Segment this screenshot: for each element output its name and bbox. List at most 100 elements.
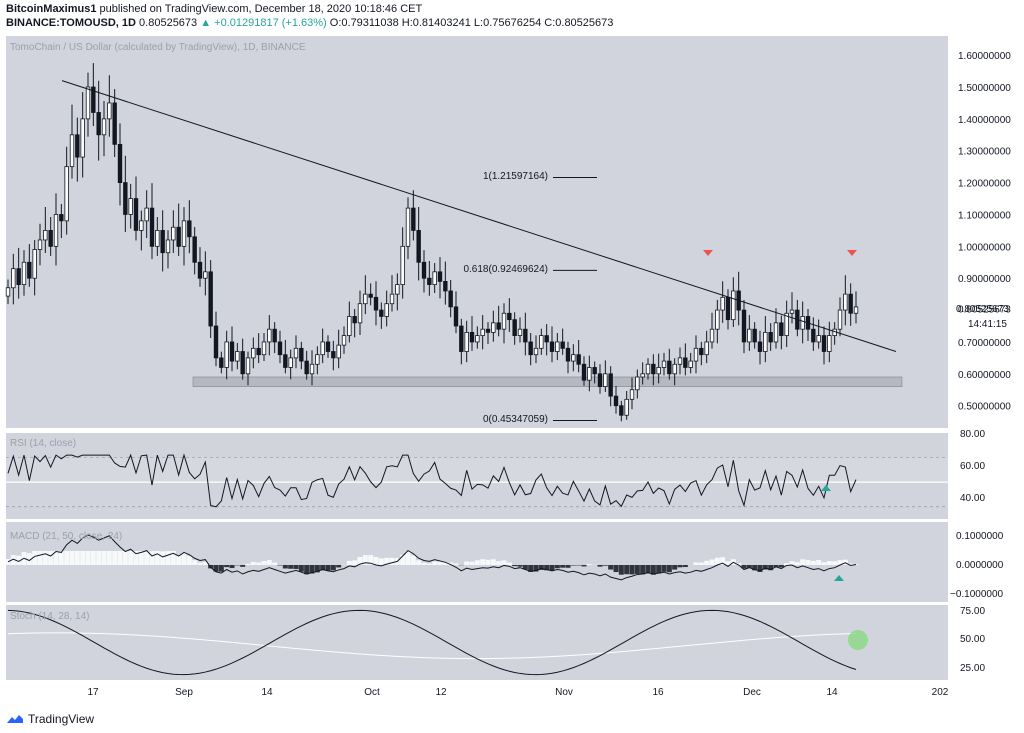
candle-bearish xyxy=(299,347,304,362)
macd-histogram-bar xyxy=(176,554,182,565)
candle-bearish xyxy=(75,134,80,158)
candle-bullish xyxy=(165,239,171,254)
candle-bearish xyxy=(197,261,203,279)
macd-histogram-bar xyxy=(53,551,59,565)
candle-bearish xyxy=(219,357,224,368)
macd-tick-neg0.1: −0.1000000 xyxy=(950,589,1004,600)
macd-histogram-bar xyxy=(400,554,406,565)
fib-level-0-label: 0(0.45347059) xyxy=(483,414,548,425)
candle-bullish xyxy=(843,293,848,311)
candle-bearish xyxy=(283,354,288,368)
candle-bullish xyxy=(21,261,27,285)
macd-histogram-bar xyxy=(128,551,134,565)
candle-bullish xyxy=(203,271,208,279)
candle-bullish xyxy=(144,207,149,222)
price-tick-label: 1.40000000 xyxy=(958,115,1011,126)
macd-histogram-bar xyxy=(485,559,491,565)
resistance-marker-1 xyxy=(847,250,857,256)
candle-bullish xyxy=(464,331,469,352)
candle-bullish xyxy=(181,220,187,247)
tradingview-brand[interactable]: TradingView xyxy=(28,712,95,726)
tradingview-logo-icon[interactable] xyxy=(6,714,24,724)
macd-histogram-bar xyxy=(645,565,651,574)
macd-histogram-bar xyxy=(517,565,523,567)
candle-bearish xyxy=(523,328,528,343)
candle-bullish xyxy=(555,341,560,352)
stoch-k-line xyxy=(7,609,857,676)
macd-histogram-bar xyxy=(757,565,763,572)
candle-bullish xyxy=(400,245,405,285)
candle-bullish xyxy=(64,166,69,222)
candle-bearish xyxy=(187,220,192,238)
macd-tick-0: 0.0000000 xyxy=(956,560,1004,571)
macd-histogram-bar xyxy=(554,565,560,569)
macd-histogram-bar xyxy=(384,557,390,565)
macd-histogram-bar xyxy=(570,565,576,566)
macd-histogram-bar xyxy=(378,558,384,565)
price-tick-label: 1.20000000 xyxy=(958,179,1011,190)
macd-histogram-bar xyxy=(213,565,219,572)
candle-bullish xyxy=(251,347,256,359)
candle-bearish xyxy=(368,293,373,298)
macd-histogram-bar xyxy=(432,561,438,565)
macd-histogram-bar xyxy=(58,551,64,565)
chart-canvas[interactable]: 1.60000000 1.50000000 1.40000000 1.30000000… xyxy=(0,34,1024,708)
candle-bearish xyxy=(779,322,784,336)
macd-histogram-bar xyxy=(848,563,854,565)
macd-histogram-bar xyxy=(640,565,646,575)
macd-histogram-bar xyxy=(608,565,614,570)
candle-bullish xyxy=(5,287,11,297)
candle-bullish xyxy=(800,316,805,330)
candle-bullish xyxy=(309,363,315,375)
candle-bearish xyxy=(528,341,533,356)
candle-bullish xyxy=(853,306,859,314)
candle-bullish xyxy=(747,328,752,343)
macd-histogram-bar xyxy=(698,562,704,565)
macd-histogram-bar xyxy=(10,555,16,565)
candle-bearish xyxy=(304,360,309,375)
macd-histogram-bar xyxy=(666,565,672,573)
candle-bullish xyxy=(107,102,112,120)
time-tick-label: Oct xyxy=(364,687,380,698)
publish-info: BitcoinMaximus1 published on TradingView… xyxy=(6,3,422,15)
macd-histogram-bar xyxy=(752,565,758,571)
macd-histogram-bar xyxy=(37,551,43,565)
candle-bearish xyxy=(411,207,416,231)
candle-bullish xyxy=(395,284,400,295)
macd-histogram-bar xyxy=(133,551,139,565)
candle-bearish xyxy=(608,373,613,397)
candle-bullish xyxy=(720,296,725,311)
macd-histogram-bar xyxy=(693,562,699,565)
macd-histogram-bar xyxy=(192,560,198,565)
main-pane xyxy=(6,36,948,428)
candle-bullish xyxy=(341,335,347,346)
candle-bearish xyxy=(437,271,443,282)
macd-line xyxy=(7,534,857,581)
footer: TradingView xyxy=(6,712,94,726)
candle-bullish xyxy=(261,341,267,356)
macd-histogram-bar xyxy=(442,561,448,565)
candle-bullish xyxy=(293,347,299,359)
rsi-bullish-marker xyxy=(821,485,831,491)
macd-histogram-bar xyxy=(154,551,160,565)
candle-bullish xyxy=(587,367,592,381)
macd-histogram-bar xyxy=(405,551,411,565)
candle-bearish xyxy=(421,261,427,279)
candle-bearish xyxy=(331,351,336,359)
last-price: 0.80525673 xyxy=(139,17,198,29)
candle-bullish xyxy=(677,357,683,365)
candle-bullish xyxy=(171,226,176,241)
candle-bullish xyxy=(320,341,325,356)
macd-histogram-bar xyxy=(314,565,320,573)
candle-bearish xyxy=(277,341,283,356)
candle-bullish xyxy=(763,331,768,352)
candle-bearish xyxy=(256,347,261,356)
macd-histogram-bar xyxy=(490,559,496,565)
candle-bullish xyxy=(827,335,832,352)
price-axis-bg xyxy=(948,36,1024,686)
macd-histogram-bar xyxy=(768,565,774,571)
macd-histogram-bar xyxy=(309,565,315,574)
author-name[interactable]: BitcoinMaximus1 xyxy=(6,3,97,15)
candle-bearish xyxy=(176,226,181,247)
candle-bearish xyxy=(453,306,459,327)
